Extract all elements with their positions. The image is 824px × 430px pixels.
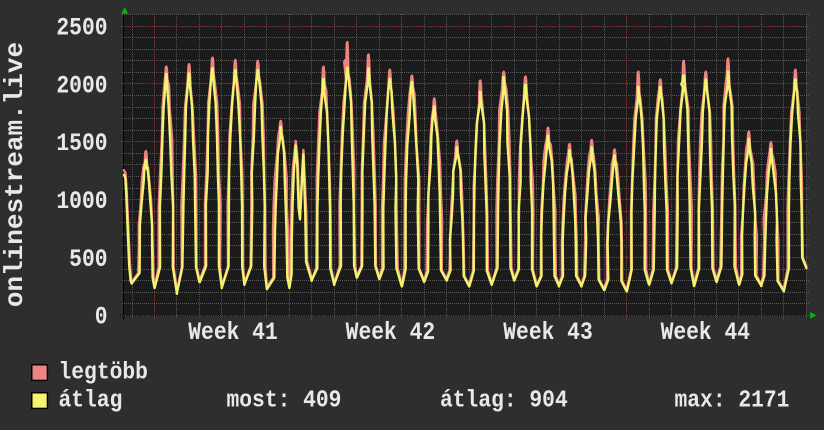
svg-text:2000: 2000: [56, 72, 107, 100]
svg-text:átlag: átlag: [59, 386, 123, 414]
svg-text:most: 409: most: 409: [227, 386, 342, 414]
svg-text:Week 44: Week 44: [661, 319, 751, 347]
svg-text:Week 43: Week 43: [503, 319, 592, 347]
svg-text:átlag: 904: átlag: 904: [440, 386, 568, 414]
svg-text:max: 2171: max: 2171: [675, 386, 790, 414]
svg-text:0: 0: [95, 303, 108, 331]
svg-text:onlinestream.live: onlinestream.live: [0, 42, 30, 307]
svg-text:500: 500: [69, 245, 107, 273]
svg-text:2500: 2500: [56, 14, 107, 42]
svg-text:Week 42: Week 42: [346, 319, 435, 347]
svg-text:Week 41: Week 41: [188, 319, 277, 347]
svg-text:1000: 1000: [56, 188, 107, 216]
svg-text:1500: 1500: [56, 130, 107, 158]
svg-text:legtöbb: legtöbb: [59, 358, 148, 386]
